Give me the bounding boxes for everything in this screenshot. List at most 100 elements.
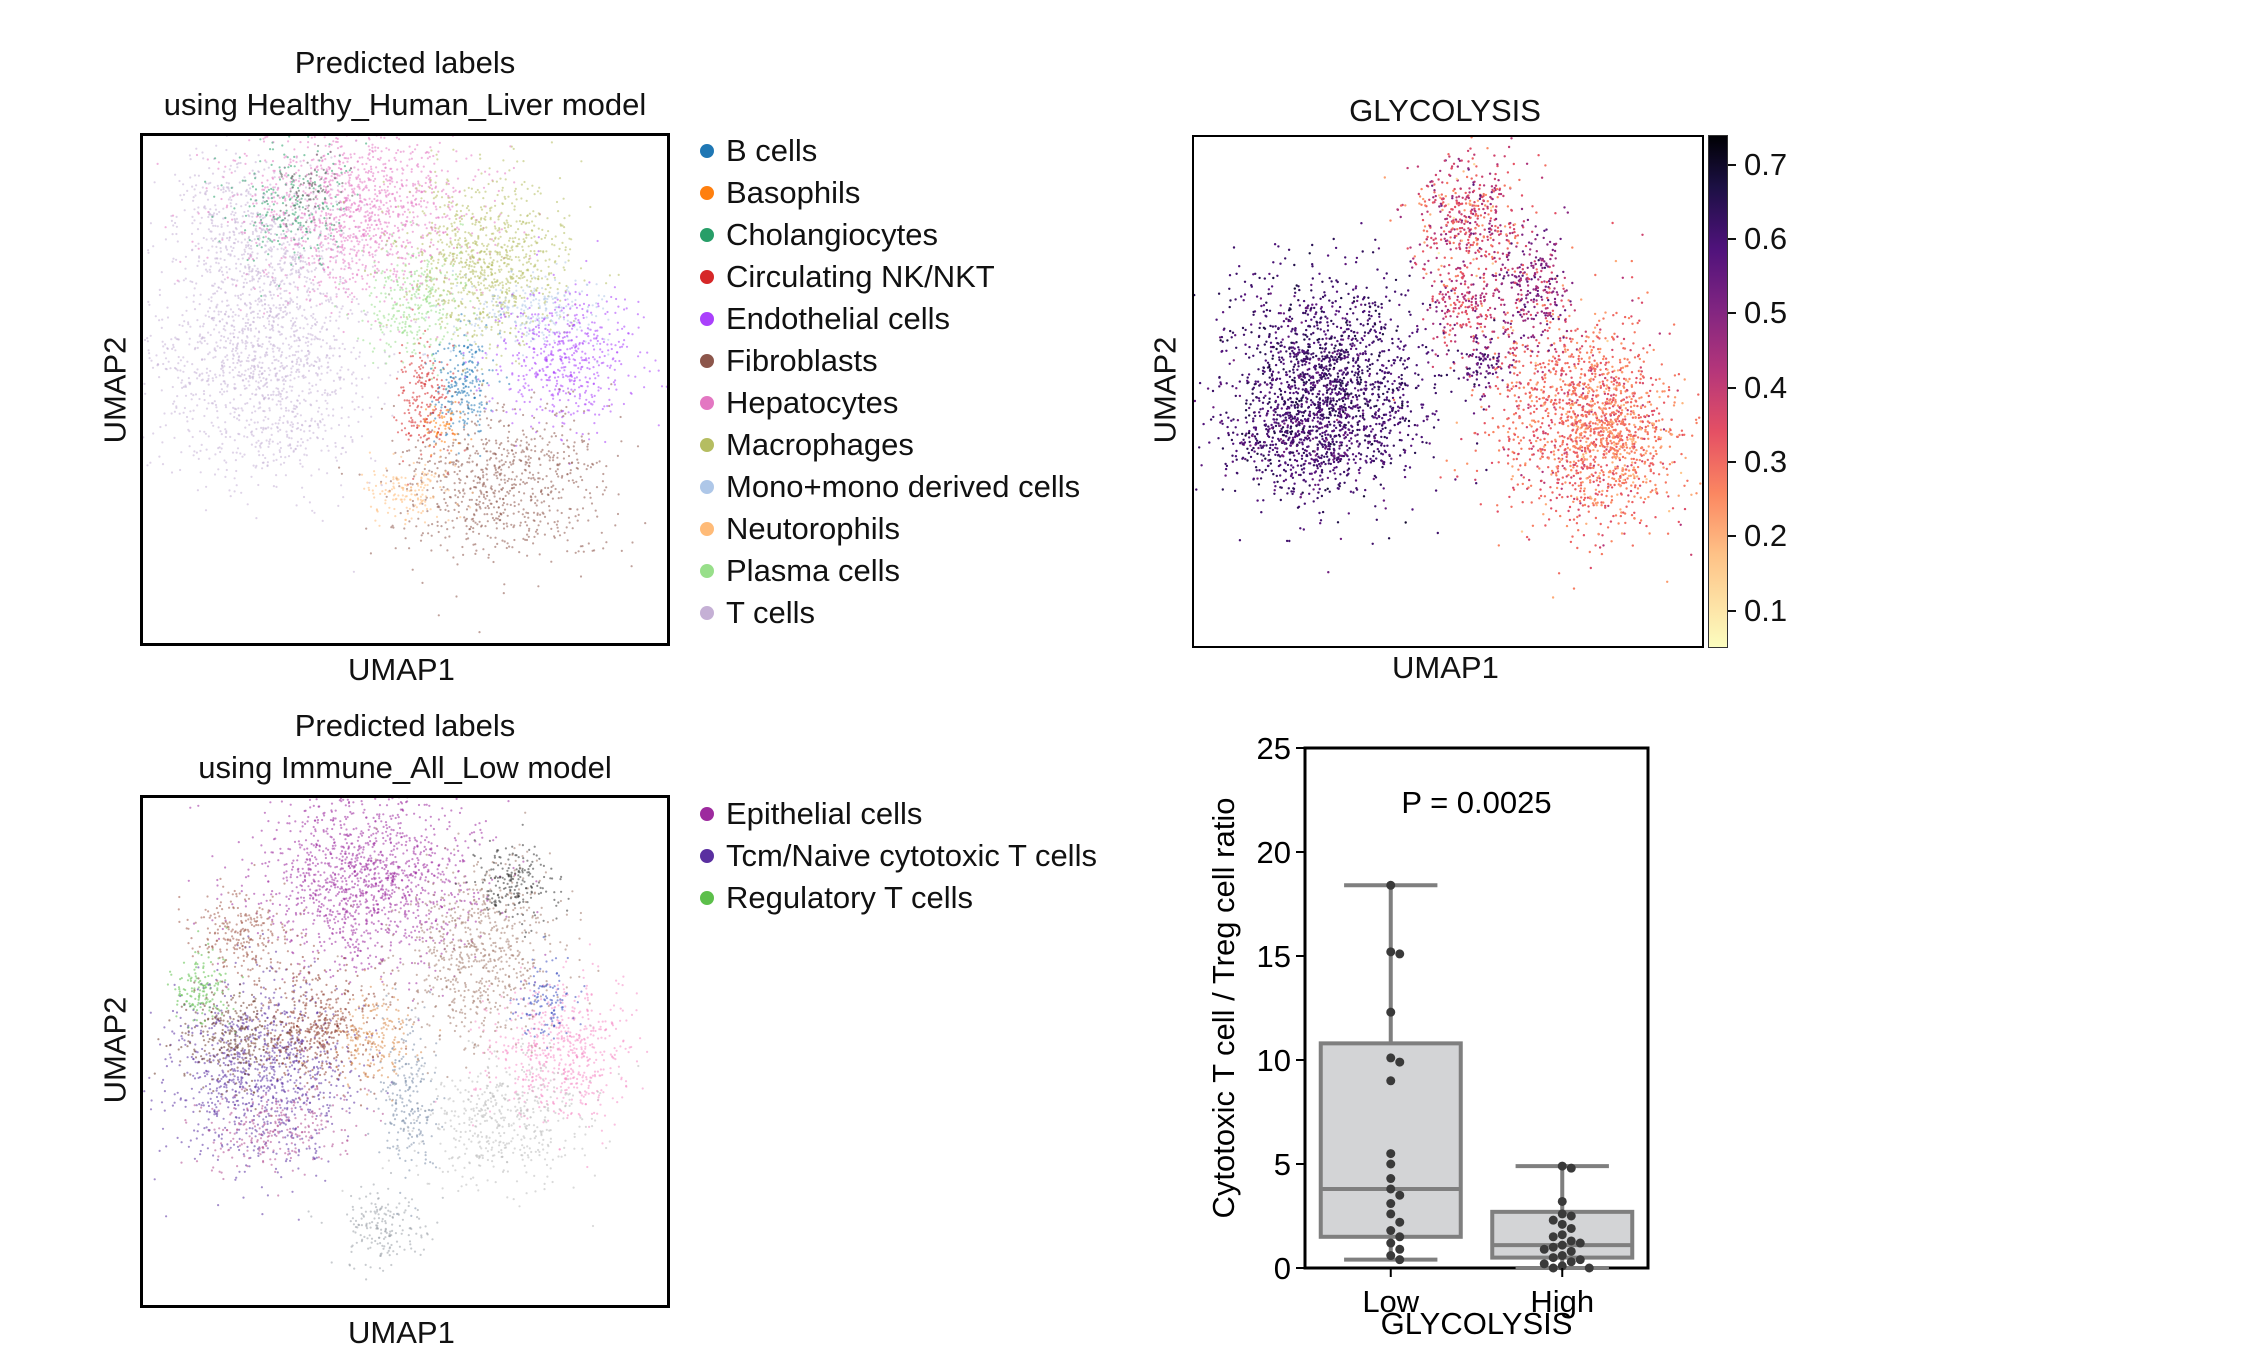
panel-a-legend-marker xyxy=(700,564,714,578)
boxplot-xlabel: GLYCOLYSIS xyxy=(1381,1306,1573,1341)
colorbar-tick-label: 0.3 xyxy=(1744,444,1787,480)
data-point xyxy=(1386,947,1395,956)
panel-a-legend-item: Endothelial cells xyxy=(700,298,1080,340)
panel-b-xlabel: UMAP1 xyxy=(1392,650,1499,686)
panel-a-legend-item: Neutorophils xyxy=(700,508,1080,550)
data-point xyxy=(1549,1253,1558,1262)
colorbar-tick-label: 0.7 xyxy=(1744,147,1787,183)
box-high xyxy=(1492,1162,1632,1273)
data-point xyxy=(1549,1243,1558,1252)
panel-a-title-line-2: using Healthy_Human_Liver model xyxy=(100,84,710,126)
colorbar-tick-mark xyxy=(1728,164,1736,166)
data-point xyxy=(1386,1076,1395,1085)
panel-a-legend-label: Hepatocytes xyxy=(726,385,898,421)
colorbar-tick-label: 0.4 xyxy=(1744,370,1787,406)
panel-c-legend-marker xyxy=(700,807,714,821)
data-point xyxy=(1386,1174,1395,1183)
y-tick-label: 10 xyxy=(1257,1043,1291,1078)
colorbar-tick-mark xyxy=(1728,238,1736,240)
panel-c-title-line-1: Predicted labels xyxy=(100,705,710,747)
panel-a-legend-label: Mono+mono derived cells xyxy=(726,469,1080,505)
panel-a-legend-label: Fibroblasts xyxy=(726,343,878,379)
panel-a-legend-marker xyxy=(700,480,714,494)
y-tick-label: 5 xyxy=(1274,1147,1291,1182)
panel-c-plot-frame xyxy=(140,795,670,1308)
panel-a-legend-label: T cells xyxy=(726,595,815,631)
panel-c-legend-item: Epithelial cells xyxy=(700,793,1097,835)
data-point xyxy=(1540,1245,1549,1254)
y-tick-label: 0 xyxy=(1274,1251,1291,1286)
panel-a-legend-marker xyxy=(700,354,714,368)
colorbar-tick-mark xyxy=(1728,461,1736,463)
panel-a-legend-label: Basophils xyxy=(726,175,860,211)
panel-a-points xyxy=(143,136,667,633)
data-point xyxy=(1386,1199,1395,1208)
data-point xyxy=(1386,1160,1395,1169)
data-point xyxy=(1567,1164,1576,1173)
panel-a-legend-item: Fibroblasts xyxy=(700,340,1080,382)
colorbar-tick-label: 0.5 xyxy=(1744,295,1787,331)
panel-c-legend-item: Regulatory T cells xyxy=(700,877,1097,919)
panel-a-legend-item: T cells xyxy=(700,592,1080,634)
panel-c-points xyxy=(143,798,648,1281)
data-point xyxy=(1395,1255,1404,1264)
panel-c-legend-marker xyxy=(700,891,714,905)
data-point xyxy=(1395,1245,1404,1254)
panel-a-title: Predicted labels using Healthy_Human_Liv… xyxy=(100,42,710,126)
data-point xyxy=(1395,1191,1404,1200)
colorbar-tick-mark xyxy=(1728,610,1736,612)
data-point xyxy=(1549,1232,1558,1241)
panel-b-umap-scatter xyxy=(1194,137,1702,646)
data-point xyxy=(1576,1239,1585,1248)
data-point xyxy=(1558,1251,1567,1260)
panel-a-legend-marker xyxy=(700,186,714,200)
data-point xyxy=(1386,1226,1395,1235)
data-point xyxy=(1567,1212,1576,1221)
data-point xyxy=(1567,1224,1576,1233)
panel-a-legend-item: Cholangiocytes xyxy=(700,214,1080,256)
panel-a-ylabel: UMAP2 xyxy=(97,337,133,444)
panel-c-xlabel: UMAP1 xyxy=(348,1315,455,1351)
data-point xyxy=(1386,1149,1395,1158)
data-point xyxy=(1567,1247,1576,1256)
panel-a-legend-item: B cells xyxy=(700,130,1080,172)
data-point xyxy=(1558,1230,1567,1239)
panel-a-legend-label: Macrophages xyxy=(726,427,914,463)
panel-b-points xyxy=(1194,137,1702,599)
data-point xyxy=(1567,1257,1576,1266)
colorbar-tick-label: 0.2 xyxy=(1744,518,1787,554)
data-point xyxy=(1558,1197,1567,1206)
panel-a-legend-label: Cholangiocytes xyxy=(726,217,938,253)
box-low xyxy=(1321,881,1461,1264)
data-point xyxy=(1558,1241,1567,1250)
data-point xyxy=(1386,1053,1395,1062)
panel-c-ylabel: UMAP2 xyxy=(97,997,133,1104)
y-tick-label: 20 xyxy=(1257,835,1291,870)
data-point xyxy=(1549,1216,1558,1225)
data-point xyxy=(1386,1239,1395,1248)
data-point xyxy=(1386,1008,1395,1017)
data-point xyxy=(1386,1184,1395,1193)
data-point xyxy=(1558,1162,1567,1171)
data-point xyxy=(1558,1209,1567,1218)
y-tick-label: 25 xyxy=(1257,731,1291,766)
boxplot-ylabel: Cytotoxic T cell / Treg cell ratio xyxy=(1206,798,1241,1219)
data-point xyxy=(1395,1218,1404,1227)
panel-a-legend-marker xyxy=(700,228,714,242)
panel-a-xlabel: UMAP1 xyxy=(348,652,455,688)
panel-c-umap-scatter xyxy=(143,798,667,1305)
panel-a-legend-item: Hepatocytes xyxy=(700,382,1080,424)
panel-a-legend-item: Mono+mono derived cells xyxy=(700,466,1080,508)
data-point xyxy=(1395,949,1404,958)
panel-c-legend-item: Tcm/Naive cytotoxic T cells xyxy=(700,835,1097,877)
data-point xyxy=(1386,881,1395,890)
panel-c-legend-label: Regulatory T cells xyxy=(726,880,973,916)
panel-a-plot-frame xyxy=(140,133,670,646)
data-point xyxy=(1567,1236,1576,1245)
panel-a-title-line-1: Predicted labels xyxy=(100,42,710,84)
panel-a-legend-item: Plasma cells xyxy=(700,550,1080,592)
panel-b-plot-frame xyxy=(1192,135,1704,648)
panel-c-legend-label: Epithelial cells xyxy=(726,796,922,832)
